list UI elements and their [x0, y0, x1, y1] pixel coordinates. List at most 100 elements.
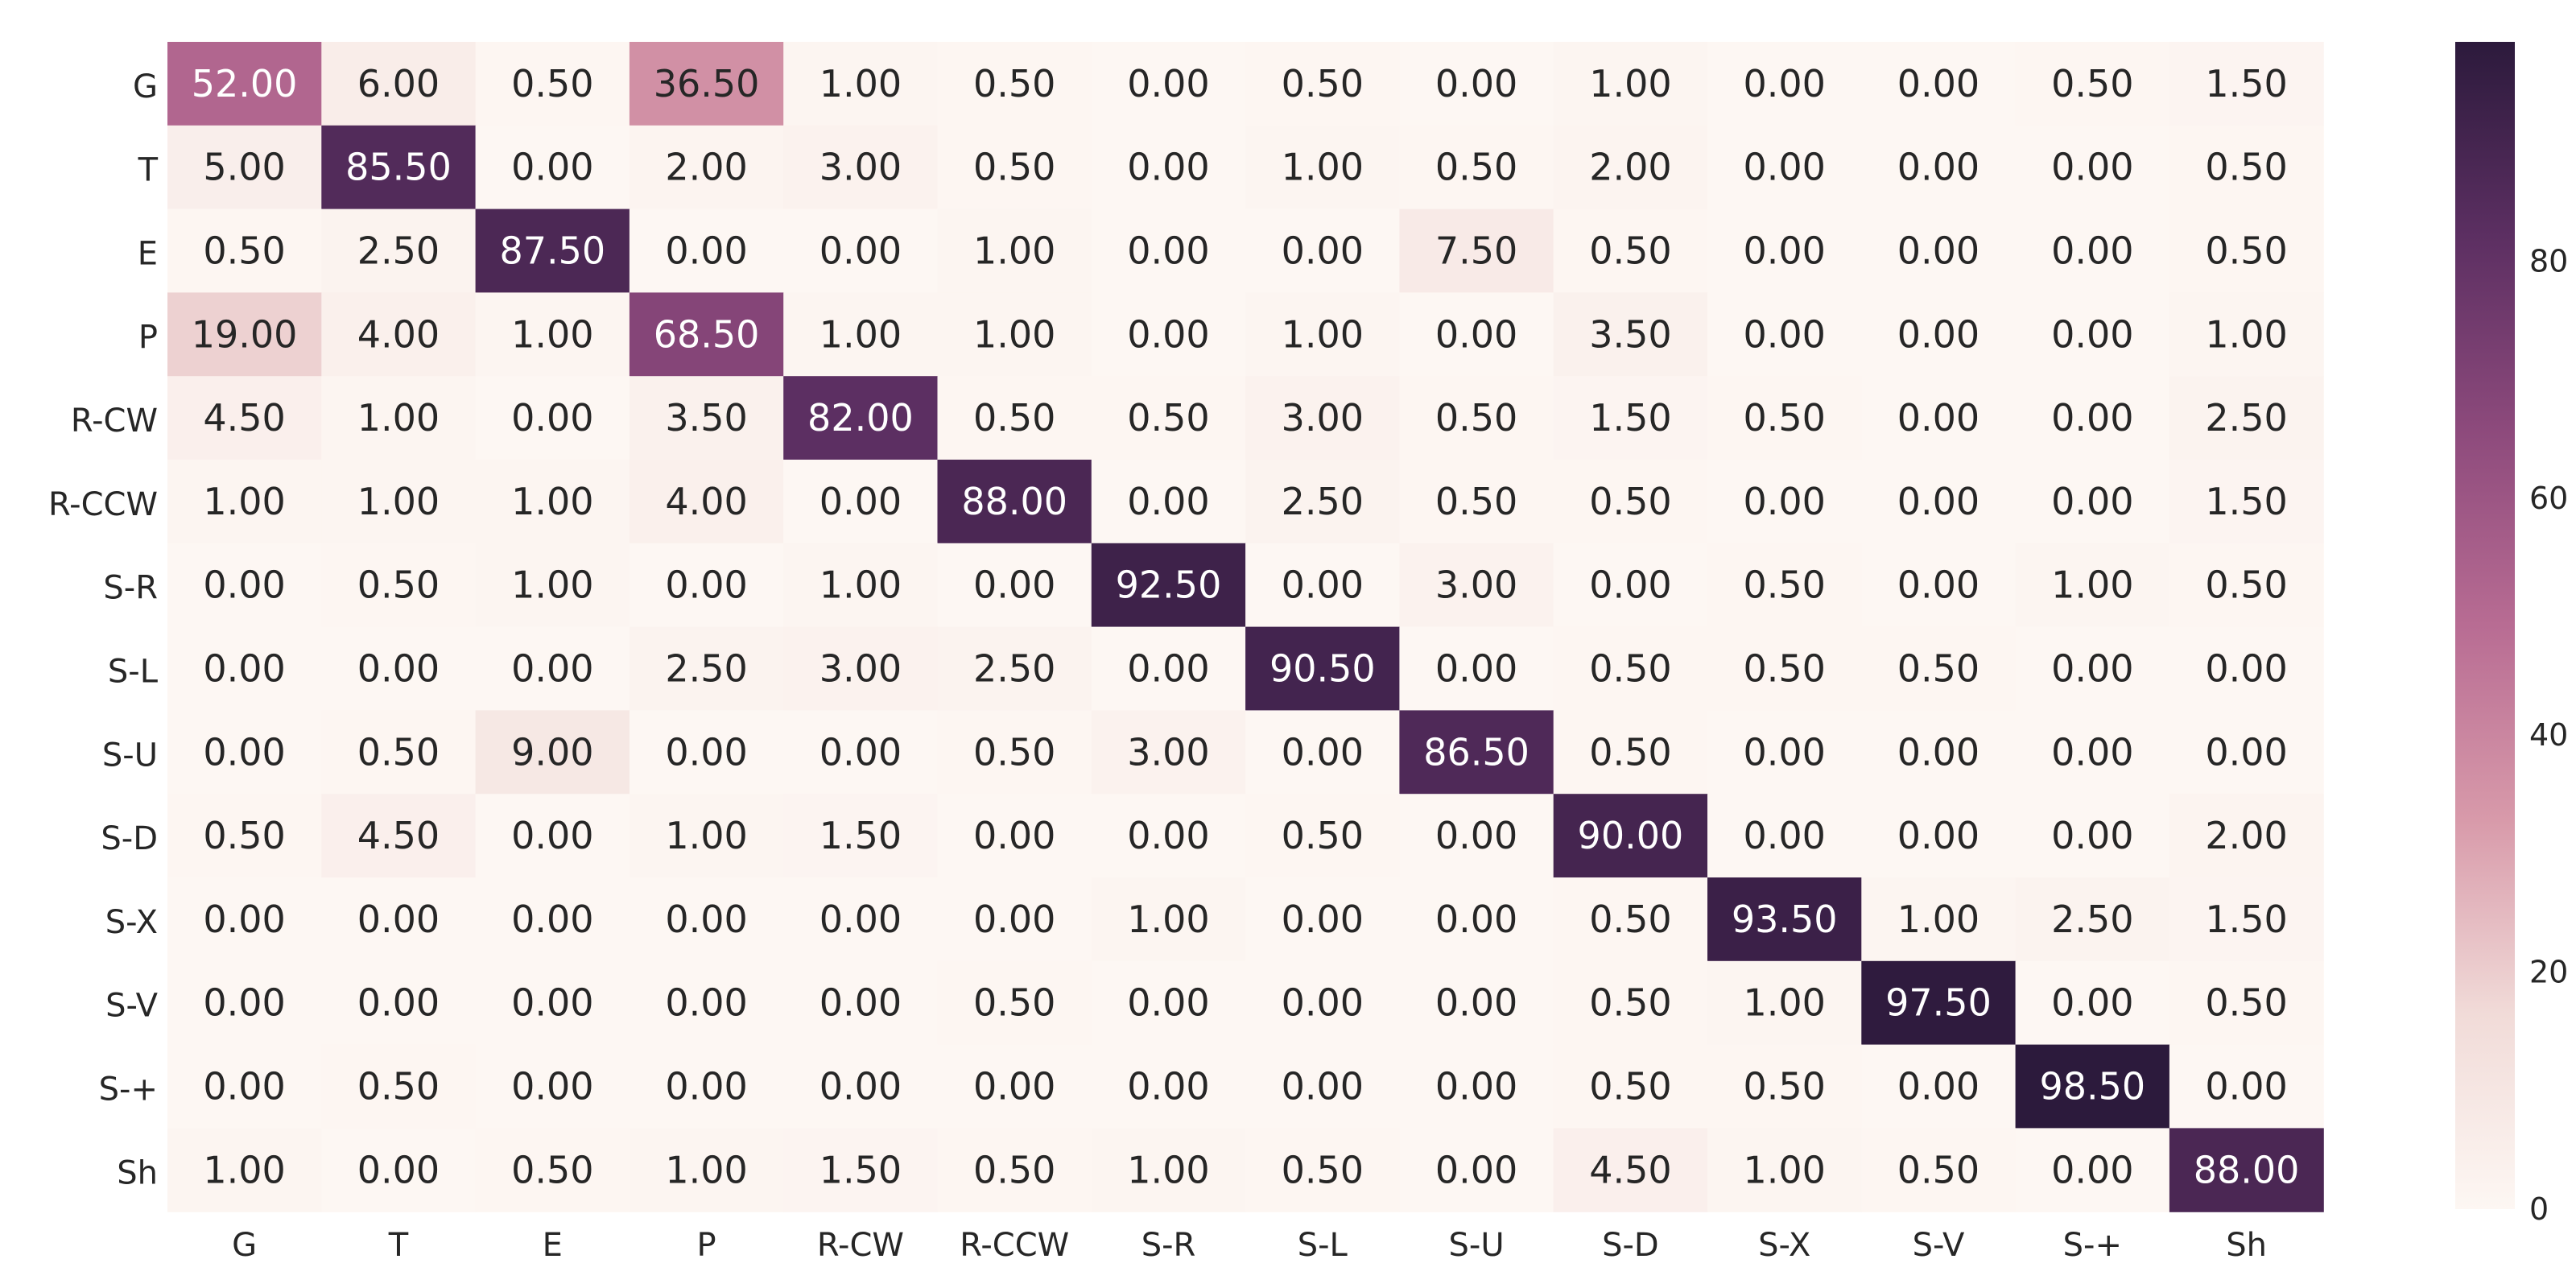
colorbar-tick-label: 20 — [2529, 955, 2568, 990]
heatmap-cell — [2169, 292, 2324, 377]
cell-value-label: 1.00 — [1282, 146, 1364, 189]
colorbar-tick-label: 80 — [2529, 243, 2568, 279]
heatmap-cell — [937, 42, 1092, 126]
cell-value-label: 0.00 — [1897, 312, 1979, 356]
cell-value-label: 97.50 — [1885, 981, 1992, 1025]
cell-value-label: 0.50 — [357, 1065, 440, 1108]
heatmap-cell — [167, 208, 322, 293]
cell-value-label: 0.50 — [1589, 730, 1671, 774]
heatmap-cell — [2015, 42, 2170, 126]
heatmap-cell — [2015, 208, 2170, 293]
heatmap-cell — [937, 376, 1092, 460]
heatmap-cell — [629, 960, 784, 1046]
heatmap-cell — [783, 1128, 939, 1212]
colorbar: 0 20 40 60 80 — [2455, 42, 2568, 1227]
heatmap-cell — [783, 710, 939, 795]
cell-value-label: 1.00 — [511, 312, 593, 356]
cell-value-label: 0.50 — [2205, 981, 2287, 1025]
cell-value-label: 0.50 — [1435, 146, 1517, 189]
heatmap-cell — [629, 877, 784, 962]
heatmap-cell — [2169, 543, 2324, 628]
heatmap-cell — [1399, 877, 1554, 962]
cell-value-label: 6.00 — [357, 62, 440, 105]
heatmap-cell — [167, 543, 322, 628]
heatmap-cell — [2169, 794, 2324, 878]
heatmap-cell — [783, 125, 939, 210]
cell-value-label: 0.00 — [1435, 312, 1517, 356]
cell-value-label: 1.50 — [1589, 396, 1671, 440]
heatmap-cell — [2169, 42, 2324, 126]
cell-value-label: 3.00 — [1435, 564, 1517, 607]
cell-value-label: 2.50 — [2205, 396, 2287, 440]
heatmap-cell — [1707, 543, 1862, 628]
cell-value-label: 0.00 — [1897, 480, 1979, 523]
cell-value-label: 0.00 — [819, 229, 902, 273]
heatmap-cell — [475, 460, 630, 544]
heatmap-cell — [783, 42, 939, 126]
y-tick-label: S-V — [105, 988, 158, 1025]
cell-value-label: 0.00 — [1897, 814, 1979, 857]
cell-value-label: 0.50 — [1897, 1148, 1979, 1191]
cell-value-label: 90.00 — [1578, 814, 1684, 857]
cell-value-label: 36.50 — [654, 62, 760, 105]
heatmap-cell — [783, 626, 939, 711]
heatmap-cell — [1245, 460, 1400, 544]
heatmap-cell — [937, 877, 1092, 962]
heatmap-cell — [783, 208, 939, 293]
cell-value-label: 92.50 — [1116, 564, 1222, 607]
heatmap-cell — [1707, 292, 1862, 377]
heatmap-cell — [937, 125, 1092, 210]
cell-value-label: 3.00 — [819, 146, 902, 189]
cell-value-label: 0.00 — [1127, 647, 1209, 691]
cell-value-label: 0.00 — [1282, 898, 1364, 941]
cell-value-label: 0.00 — [1743, 146, 1825, 189]
heatmap-cell — [1399, 42, 1554, 126]
cell-value-label: 0.50 — [973, 1148, 1055, 1191]
cell-value-label: 0.00 — [1127, 312, 1209, 356]
cell-value-label: 1.00 — [1589, 62, 1671, 105]
heatmap-cell — [1707, 626, 1862, 711]
heatmap-cell — [1245, 1044, 1400, 1129]
heatmap-cell — [629, 1044, 784, 1129]
heatmap-cell — [475, 626, 630, 711]
heatmap-cell — [475, 543, 630, 628]
heatmap-cell — [1707, 460, 1862, 544]
cell-value-label: 1.00 — [1743, 981, 1825, 1025]
cell-value-label: 0.00 — [1897, 730, 1979, 774]
cell-value-label: 0.00 — [1282, 229, 1364, 273]
heatmap-cell — [167, 460, 322, 544]
heatmap-cell — [629, 208, 784, 293]
heatmap-cell — [629, 626, 784, 711]
heatmap-cell — [1553, 125, 1708, 210]
heatmap-cell — [1861, 877, 2017, 962]
heatmap-cell — [321, 460, 477, 544]
heatmap-cell — [2169, 376, 2324, 460]
y-tick-label: Sh — [117, 1154, 158, 1191]
heatmap-cell — [1091, 877, 1246, 962]
cell-value-label: 0.00 — [1743, 730, 1825, 774]
cell-value-label: 1.00 — [819, 312, 902, 356]
cell-value-label: 0.50 — [1589, 647, 1671, 691]
cell-value-label: 0.00 — [2205, 1065, 2287, 1108]
cell-value-label: 0.00 — [1897, 229, 1979, 273]
heatmap-cell — [321, 626, 477, 711]
colorbar-tick-label: 0 — [2529, 1191, 2549, 1227]
cell-value-label: 0.00 — [511, 396, 593, 440]
cell-value-label: 3.00 — [1127, 730, 1209, 774]
cell-value-label: 2.50 — [1282, 480, 1364, 523]
heatmap-cell — [783, 794, 939, 878]
y-tick-label: S-U — [102, 737, 158, 774]
heatmap-cell — [937, 460, 1092, 544]
cell-value-label: 0.00 — [1897, 62, 1979, 105]
cell-value-label: 0.00 — [973, 1065, 1055, 1108]
cell-value-label: 0.00 — [203, 647, 285, 691]
cell-value-label: 4.00 — [357, 312, 440, 356]
cell-value-label: 1.00 — [203, 1148, 285, 1191]
cell-value-label: 0.50 — [203, 229, 285, 273]
heatmap-cell — [321, 794, 477, 878]
cell-value-label: 0.50 — [1589, 898, 1671, 941]
heatmap-cell — [1245, 794, 1400, 878]
cell-value-label: 0.00 — [1897, 1065, 1979, 1108]
heatmap-cell — [1707, 376, 1862, 460]
